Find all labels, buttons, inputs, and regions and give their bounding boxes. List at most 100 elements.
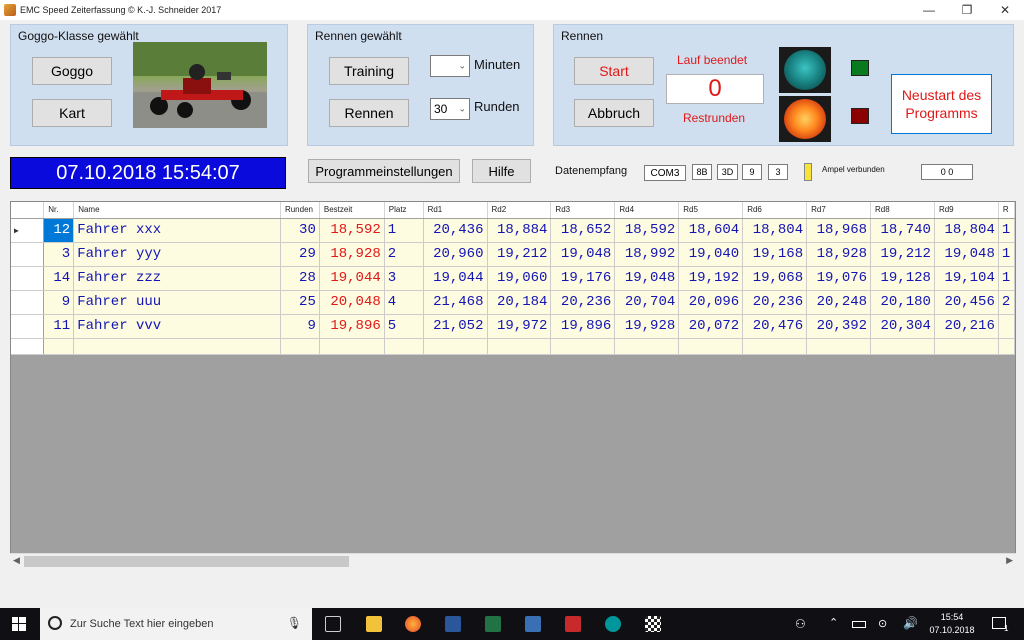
- lap-time-cell[interactable]: 20,248: [806, 290, 872, 315]
- place-cell[interactable]: 3: [384, 266, 424, 291]
- empty-cell[interactable]: [678, 338, 744, 355]
- lap-time-cell[interactable]: 21,052: [423, 314, 488, 339]
- lap-time-cell[interactable]: [998, 314, 1015, 339]
- column-header[interactable]: Rd5: [678, 202, 744, 219]
- lap-time-cell[interactable]: 20,072: [678, 314, 744, 339]
- column-header[interactable]: Rd1: [423, 202, 488, 219]
- table-row[interactable]: ▶ 12 Fahrer xxx 30 18,592 1 20,436 18,884 18,652…: [11, 218, 1015, 243]
- lap-time-cell[interactable]: 20,236: [742, 290, 808, 315]
- nr-cell[interactable]: 12: [43, 218, 75, 243]
- empty-cell[interactable]: [998, 338, 1015, 355]
- goggo-button[interactable]: Goggo: [32, 57, 112, 85]
- visual-studio-icon[interactable]: [525, 616, 541, 632]
- lap-time-cell[interactable]: 19,048: [614, 266, 680, 291]
- lap-time-cell[interactable]: 19,928: [614, 314, 680, 339]
- place-cell[interactable]: 5: [384, 314, 424, 339]
- column-header[interactable]: Rd8: [870, 202, 935, 219]
- lap-time-cell[interactable]: 20,216: [934, 314, 999, 339]
- lap-time-cell[interactable]: 2: [998, 290, 1015, 315]
- nr-cell[interactable]: 14: [43, 266, 75, 291]
- training-button[interactable]: Training: [329, 57, 409, 85]
- people-icon[interactable]: ⚇: [795, 617, 806, 631]
- lap-time-cell[interactable]: 19,192: [678, 266, 744, 291]
- empty-cell[interactable]: [73, 338, 281, 355]
- lap-time-cell[interactable]: 20,704: [614, 290, 680, 315]
- best-time-cell[interactable]: 20,048: [319, 290, 385, 315]
- column-header[interactable]: Rd9: [934, 202, 999, 219]
- help-button[interactable]: Hilfe: [472, 159, 531, 183]
- lap-time-cell[interactable]: 1: [998, 242, 1015, 267]
- column-header[interactable]: Name: [73, 202, 281, 219]
- row-header[interactable]: [11, 266, 45, 291]
- restore-button[interactable]: ❐: [961, 3, 973, 17]
- arduino-icon[interactable]: [605, 616, 621, 632]
- lap-time-cell[interactable]: 19,168: [742, 242, 808, 267]
- empty-cell[interactable]: [11, 338, 45, 355]
- file-explorer-icon[interactable]: [366, 616, 382, 632]
- empty-cell[interactable]: [806, 338, 872, 355]
- lap-time-cell[interactable]: 18,884: [487, 218, 552, 243]
- row-header[interactable]: [11, 242, 45, 267]
- lap-time-cell[interactable]: 18,592: [614, 218, 680, 243]
- lap-time-cell[interactable]: 19,044: [423, 266, 488, 291]
- table-row[interactable]: 14 Fahrer zzz 28 19,044 3 19,044 19,060 19,176 1…: [11, 266, 1015, 291]
- best-time-cell[interactable]: 19,896: [319, 314, 385, 339]
- taskbar-search[interactable]: Zur Suche Text hier eingeben 🎙: [40, 608, 312, 640]
- lap-time-cell[interactable]: 20,392: [806, 314, 872, 339]
- lap-time-cell[interactable]: 18,928: [806, 242, 872, 267]
- rounds-cell[interactable]: 25: [280, 290, 320, 315]
- results-grid[interactable]: Nr. Name Runden Bestzeit Platz Rd1 Rd2 Rd3 Rd4 Rd…: [10, 201, 1016, 568]
- lap-time-cell[interactable]: 18,992: [614, 242, 680, 267]
- place-cell[interactable]: 2: [384, 242, 424, 267]
- lap-time-cell[interactable]: 19,212: [487, 242, 552, 267]
- lap-time-cell[interactable]: 20,304: [870, 314, 935, 339]
- table-row[interactable]: 9 Fahrer uuu 25 20,048 4 21,468 20,184 20,236 20…: [11, 290, 1015, 315]
- new-row[interactable]: [11, 338, 1015, 355]
- race-button[interactable]: Rennen: [329, 99, 409, 127]
- empty-cell[interactable]: [384, 338, 424, 355]
- name-cell[interactable]: Fahrer yyy: [73, 242, 281, 267]
- lap-time-cell[interactable]: 20,096: [678, 290, 744, 315]
- table-row[interactable]: 3 Fahrer yyy 29 18,928 2 20,960 19,212 19,048 18…: [11, 242, 1015, 267]
- empty-cell[interactable]: [43, 338, 75, 355]
- lap-time-cell[interactable]: 18,804: [742, 218, 808, 243]
- close-button[interactable]: ✕: [999, 3, 1011, 17]
- column-header[interactable]: Bestzeit: [319, 202, 385, 219]
- scroll-right-icon[interactable]: ▶: [1006, 555, 1013, 565]
- empty-cell[interactable]: [742, 338, 808, 355]
- lap-time-cell[interactable]: 18,804: [934, 218, 999, 243]
- lap-time-cell[interactable]: 19,104: [934, 266, 999, 291]
- lap-time-cell[interactable]: 20,960: [423, 242, 488, 267]
- network-icon[interactable]: ⊙: [878, 618, 888, 630]
- table-row[interactable]: 11 Fahrer vvv 9 19,896 5 21,052 19,972 19,896 19…: [11, 314, 1015, 339]
- column-header[interactable]: Platz: [384, 202, 424, 219]
- name-cell[interactable]: Fahrer vvv: [73, 314, 281, 339]
- rounds-cell[interactable]: 9: [280, 314, 320, 339]
- word-icon[interactable]: [445, 616, 461, 632]
- lap-time-cell[interactable]: 18,652: [550, 218, 616, 243]
- rounds-cell[interactable]: 28: [280, 266, 320, 291]
- column-header[interactable]: Rd3: [550, 202, 616, 219]
- column-header[interactable]: Rd6: [742, 202, 808, 219]
- column-header[interactable]: Nr.: [43, 202, 75, 219]
- rounds-cell[interactable]: 29: [280, 242, 320, 267]
- restart-program-button[interactable]: Neustart des Programms: [891, 74, 992, 134]
- empty-cell[interactable]: [487, 338, 552, 355]
- lap-time-cell[interactable]: 19,972: [487, 314, 552, 339]
- lap-time-cell[interactable]: 20,456: [934, 290, 999, 315]
- lap-time-cell[interactable]: 20,476: [742, 314, 808, 339]
- empty-cell[interactable]: [870, 338, 935, 355]
- rounds-select[interactable]: 30 ⌄: [430, 98, 470, 120]
- lap-time-cell[interactable]: 18,604: [678, 218, 744, 243]
- column-header[interactable]: R: [998, 202, 1015, 219]
- best-time-cell[interactable]: 18,928: [319, 242, 385, 267]
- place-cell[interactable]: 4: [384, 290, 424, 315]
- lap-time-cell[interactable]: 19,060: [487, 266, 552, 291]
- microphone-icon[interactable]: 🎙: [286, 616, 302, 630]
- place-cell[interactable]: 1: [384, 218, 424, 243]
- lap-time-cell[interactable]: 19,212: [870, 242, 935, 267]
- column-header[interactable]: Runden: [280, 202, 320, 219]
- lap-time-cell[interactable]: 1: [998, 266, 1015, 291]
- best-time-cell[interactable]: 19,044: [319, 266, 385, 291]
- kart-button[interactable]: Kart: [32, 99, 112, 127]
